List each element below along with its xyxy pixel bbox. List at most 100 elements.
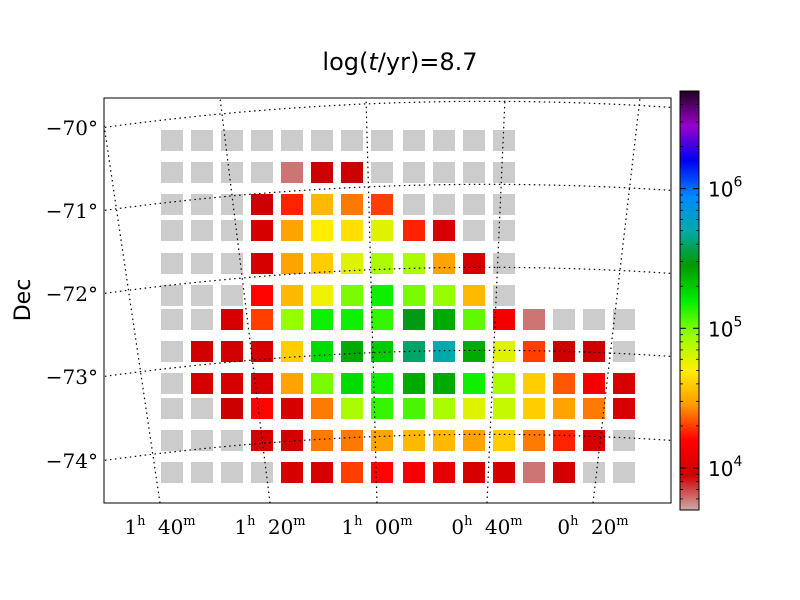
heatmap-cell <box>221 398 243 419</box>
heatmap-cell <box>493 462 515 483</box>
heatmap-cell <box>191 309 213 330</box>
heatmap-cell <box>433 130 455 151</box>
heatmap-cell <box>251 341 273 362</box>
heatmap-cell <box>191 341 213 362</box>
heatmap-cell <box>341 194 363 215</box>
heatmap-cell <box>433 430 455 451</box>
heatmap-cell <box>523 341 545 362</box>
y-tick-label: −71° <box>46 199 98 223</box>
heatmap-cell <box>463 285 485 306</box>
heatmap-cell <box>493 373 515 394</box>
heatmap-cell <box>583 373 605 394</box>
parallel-line <box>104 433 671 462</box>
heatmap-cell <box>221 220 243 241</box>
heatmap-cell <box>403 194 425 215</box>
heatmap-cell <box>251 130 273 151</box>
heatmap-cell <box>161 373 183 394</box>
heatmap-cell <box>403 130 425 151</box>
heatmap-cell <box>613 430 635 451</box>
heatmap-cell <box>341 398 363 419</box>
heatmap-cell <box>251 220 273 241</box>
heatmap-cell <box>433 162 455 183</box>
heatmap-cell <box>161 430 183 451</box>
heatmap-cell <box>463 309 485 330</box>
heatmap-cell <box>493 130 515 151</box>
heatmap-cell <box>371 373 393 394</box>
heatmap-cell <box>403 285 425 306</box>
heatmap-cell <box>311 341 333 362</box>
heatmap-cell <box>433 253 455 274</box>
heatmap-cell <box>161 253 183 274</box>
heatmap-cell <box>251 462 273 483</box>
heatmap-cell <box>371 220 393 241</box>
y-axis-label: Dec <box>11 279 36 322</box>
heatmap-cell <box>221 341 243 362</box>
heatmap-cell <box>583 398 605 419</box>
heatmap-cell <box>251 373 273 394</box>
heatmap-cells <box>161 130 635 483</box>
heatmap-cell <box>311 398 333 419</box>
heatmap-cell <box>281 285 303 306</box>
heatmap-cell <box>463 462 485 483</box>
heatmap-cell <box>493 285 515 306</box>
heatmap-cell <box>403 220 425 241</box>
heatmap-cell <box>613 398 635 419</box>
coordinate-grid <box>104 98 671 503</box>
parallel-line <box>104 100 671 129</box>
heatmap-cell <box>371 462 393 483</box>
heatmap-cell <box>463 430 485 451</box>
heatmap-cell <box>493 309 515 330</box>
heatmap-cell <box>221 130 243 151</box>
heatmap-cell <box>583 309 605 330</box>
heatmap-cell <box>251 285 273 306</box>
heatmap-cell <box>433 373 455 394</box>
parallel-line <box>104 266 671 295</box>
heatmap-cell <box>403 309 425 330</box>
heatmap-cell <box>191 253 213 274</box>
x-tick-label: 0h 40m <box>451 514 522 539</box>
heatmap-cell <box>371 162 393 183</box>
heatmap-cell <box>251 398 273 419</box>
heatmap-cell <box>191 462 213 483</box>
x-tick-label: 0h 20m <box>557 514 628 539</box>
heatmap-cell <box>613 373 635 394</box>
heatmap-cell <box>463 373 485 394</box>
colorbar-ticks: 104 105 106 <box>680 104 742 500</box>
heatmap-cell <box>161 162 183 183</box>
y-tick-labels: −70° −71° −72° −73° −74° <box>46 116 98 473</box>
heatmap-cell <box>191 162 213 183</box>
meridian-line <box>104 120 161 503</box>
heatmap-cell <box>191 285 213 306</box>
heatmap-cell <box>161 341 183 362</box>
chart-title: log(t/yr)=8.7 <box>322 48 477 76</box>
title-post: /yr)=8.7 <box>378 48 478 76</box>
heatmap-cell <box>281 194 303 215</box>
y-tick-label: −73° <box>46 365 98 389</box>
heatmap-cell <box>583 462 605 483</box>
heatmap-cell <box>613 462 635 483</box>
heatmap-cell <box>463 398 485 419</box>
heatmap-cell <box>221 162 243 183</box>
heatmap-cell <box>493 194 515 215</box>
heatmap-cell <box>523 398 545 419</box>
y-tick-label: −74° <box>46 449 98 473</box>
heatmap-cell <box>221 430 243 451</box>
heatmap-cell <box>341 430 363 451</box>
heatmap-cell <box>371 130 393 151</box>
heatmap-cell <box>463 341 485 362</box>
y-tick-label: −72° <box>46 282 98 306</box>
heatmap-cell <box>311 162 333 183</box>
heatmap-cell <box>371 398 393 419</box>
heatmap-cell <box>493 220 515 241</box>
x-tick-label: 1h 20m <box>234 514 305 539</box>
heatmap-cell <box>191 398 213 419</box>
heatmap-cell <box>311 373 333 394</box>
heatmap-cell <box>371 309 393 330</box>
heatmap-cell <box>371 430 393 451</box>
heatmap-cell <box>281 253 303 274</box>
heatmap-cell <box>341 341 363 362</box>
heatmap-cell <box>341 373 363 394</box>
heatmap-cell <box>463 130 485 151</box>
heatmap-cell <box>433 309 455 330</box>
